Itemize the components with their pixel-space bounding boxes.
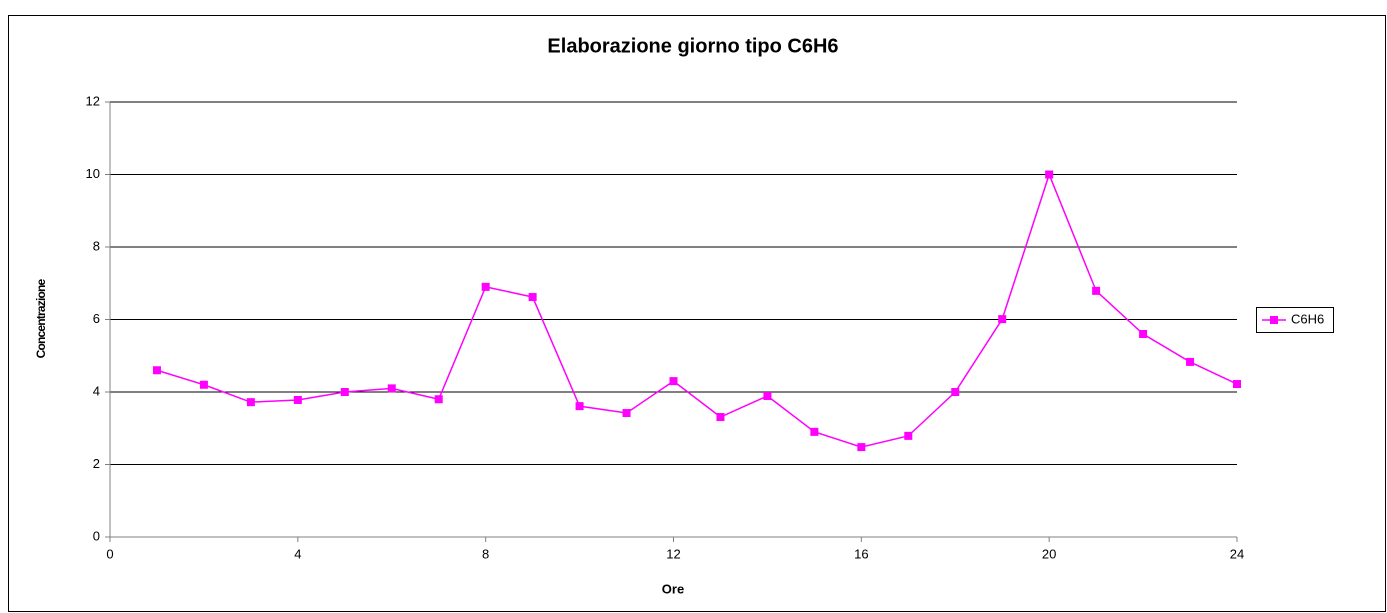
marker bbox=[528, 293, 537, 302]
marker bbox=[763, 391, 772, 400]
y-tick-label: 2 bbox=[93, 456, 100, 471]
marker bbox=[857, 443, 866, 452]
marker bbox=[387, 384, 396, 393]
marker bbox=[1139, 330, 1148, 338]
marker bbox=[434, 395, 443, 404]
legend-marker bbox=[1270, 316, 1278, 324]
y-tick-label: 10 bbox=[86, 166, 100, 181]
marker bbox=[1186, 357, 1195, 366]
marker bbox=[575, 402, 584, 411]
marker bbox=[293, 395, 302, 404]
marker bbox=[340, 388, 349, 396]
y-tick-label: 6 bbox=[93, 311, 100, 326]
marker bbox=[669, 377, 678, 386]
marker bbox=[199, 380, 208, 389]
marker bbox=[1233, 380, 1241, 389]
x-tick-label: 8 bbox=[482, 546, 489, 561]
y-tick-label: 12 bbox=[86, 93, 100, 108]
marker bbox=[152, 366, 161, 375]
marker bbox=[951, 388, 960, 396]
marker bbox=[998, 315, 1007, 324]
marker bbox=[246, 398, 255, 407]
marker bbox=[904, 431, 913, 440]
line bbox=[156, 172, 1238, 448]
y-axis-label: Concentrazione bbox=[34, 278, 48, 358]
x-tick-label: 16 bbox=[854, 546, 868, 561]
marker bbox=[716, 413, 725, 422]
legend-label: C6H6 bbox=[1291, 311, 1324, 326]
x-tick-label: 4 bbox=[294, 546, 301, 561]
chart-title: Elaborazione giorno tipo C6H6 bbox=[547, 35, 838, 57]
marker bbox=[810, 427, 819, 436]
x-axis-label: Ore bbox=[662, 581, 684, 596]
marker bbox=[1092, 286, 1101, 295]
x-tick-label: 0 bbox=[106, 546, 113, 561]
x-tick-label: 24 bbox=[1230, 546, 1244, 561]
y-tick-label: 4 bbox=[93, 383, 100, 398]
x-tick-label: 12 bbox=[666, 546, 680, 561]
marker bbox=[622, 409, 631, 418]
y-tick-label: 8 bbox=[93, 238, 100, 253]
chart-frame bbox=[8, 15, 1386, 612]
marker bbox=[481, 282, 490, 291]
y-tick-label: 0 bbox=[93, 528, 100, 543]
marker bbox=[1045, 170, 1054, 179]
x-tick-label: 20 bbox=[1042, 546, 1056, 561]
